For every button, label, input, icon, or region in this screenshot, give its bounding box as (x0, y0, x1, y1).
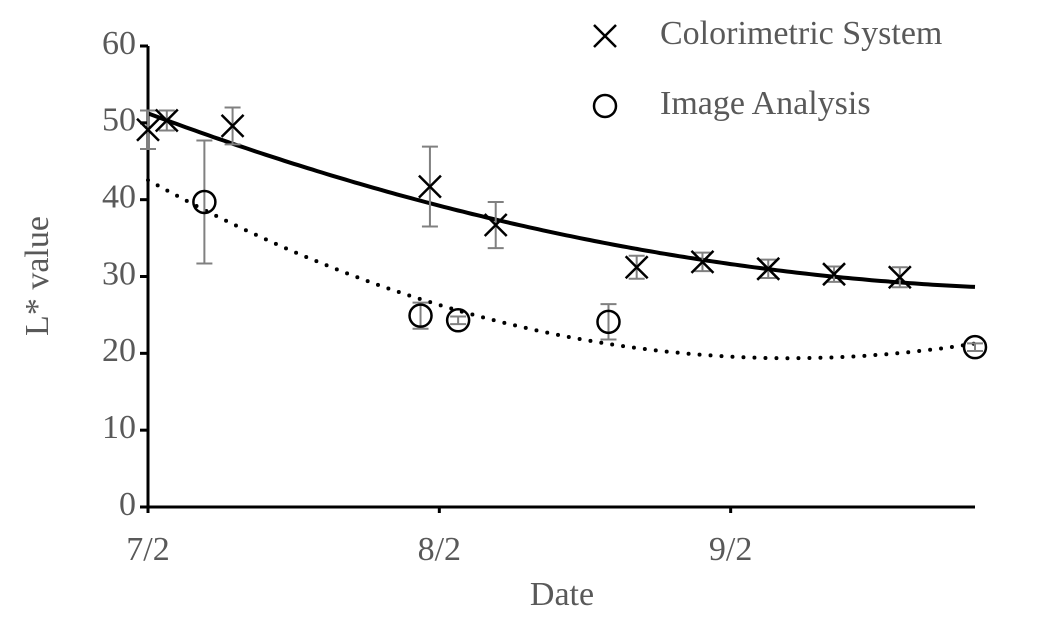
y-tick-label: 10 (102, 409, 136, 446)
error-bar (450, 315, 467, 326)
point (624, 255, 649, 280)
point (483, 213, 508, 237)
y-tick-label: 40 (102, 178, 136, 215)
legend-label: Image Analysis (660, 85, 871, 122)
trend-line (146, 178, 977, 361)
legend-marker (592, 93, 618, 119)
x-tick-label: 7/2 (126, 531, 169, 568)
point (756, 256, 781, 281)
y-tick-label: 20 (102, 332, 136, 369)
point (220, 114, 245, 138)
point (690, 250, 715, 274)
point (596, 309, 621, 335)
point (154, 108, 179, 133)
point (418, 174, 442, 199)
x-tick-label: 8/2 (418, 531, 461, 568)
error-bar (412, 301, 429, 330)
point (445, 308, 471, 333)
y-tick-label: 50 (102, 102, 136, 139)
point (136, 117, 160, 142)
error-bar (600, 303, 617, 341)
y-tick-label: 0 (119, 486, 136, 523)
x-tick-label: 9/2 (709, 531, 752, 568)
x-axis-label: Date (530, 576, 594, 613)
legend-label: Colorimetric System (660, 15, 942, 52)
y-tick-label: 30 (102, 255, 136, 292)
point (887, 265, 912, 290)
point (822, 262, 846, 287)
y-tick-label: 60 (102, 25, 136, 62)
y-axis-label: L* value (19, 216, 56, 336)
legend-marker (593, 24, 617, 48)
point (408, 303, 433, 328)
point (962, 334, 988, 360)
trend-line (147, 111, 976, 289)
point (192, 189, 217, 215)
error-bar (196, 139, 213, 265)
error-bar (967, 342, 983, 353)
